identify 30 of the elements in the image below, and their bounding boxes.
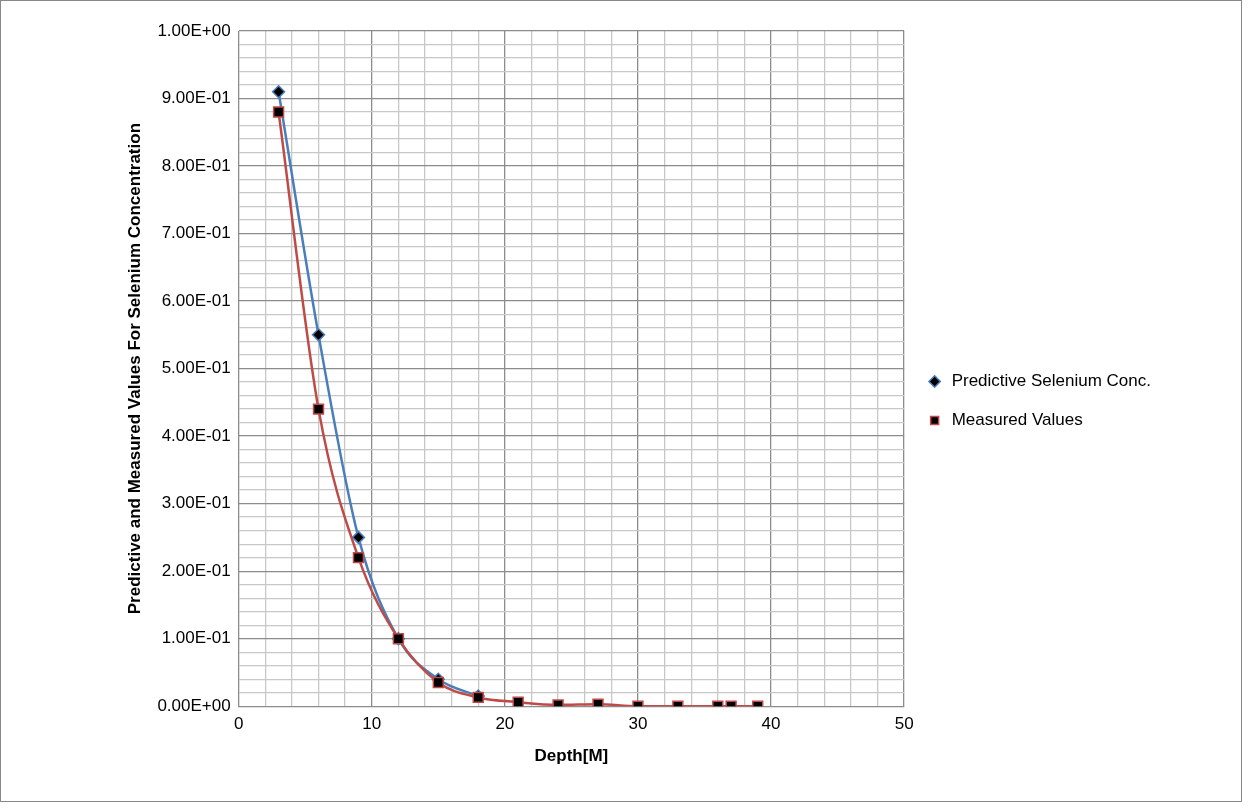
point — [271, 85, 286, 99]
y-tick-label: 3.00E-01 — [161, 493, 231, 513]
y-tick-label: 9.00E-01 — [161, 88, 231, 108]
x-tick-label: 40 — [761, 714, 781, 734]
y-tick-label: 5.00E-01 — [161, 358, 231, 378]
y-tick-label: 1.00E-01 — [161, 628, 231, 648]
point — [352, 551, 365, 564]
y-tick-label: 0.00E+00 — [157, 695, 231, 715]
x-tick-label: 50 — [894, 714, 914, 734]
y-tick-label: 7.00E-01 — [161, 223, 231, 243]
legend-label: Measured Values — [951, 410, 1083, 430]
point — [272, 106, 285, 118]
point — [592, 698, 604, 707]
point — [512, 696, 524, 707]
x-axis-title: Depth[M] — [534, 746, 609, 766]
point — [432, 676, 444, 689]
point — [351, 530, 366, 545]
x-tick-label: 20 — [495, 714, 515, 734]
point — [311, 328, 326, 342]
y-tick-label: 1.00E+00 — [157, 20, 231, 40]
y-tick-label: 6.00E-01 — [161, 290, 231, 310]
x-tick-label: 10 — [362, 714, 382, 734]
y-tick-label: 4.00E-01 — [161, 425, 231, 445]
legend-label: Predictive Selenium Conc. — [951, 371, 1152, 391]
x-tick-label: 30 — [628, 714, 648, 734]
y-tick-label: 8.00E-01 — [161, 155, 231, 175]
y-axis-title: Predictive and Measured Values For Selenium Concentration — [124, 122, 144, 615]
point — [312, 403, 325, 415]
x-tick-label: 0 — [233, 714, 244, 734]
y-tick-label: 2.00E-01 — [161, 560, 231, 580]
